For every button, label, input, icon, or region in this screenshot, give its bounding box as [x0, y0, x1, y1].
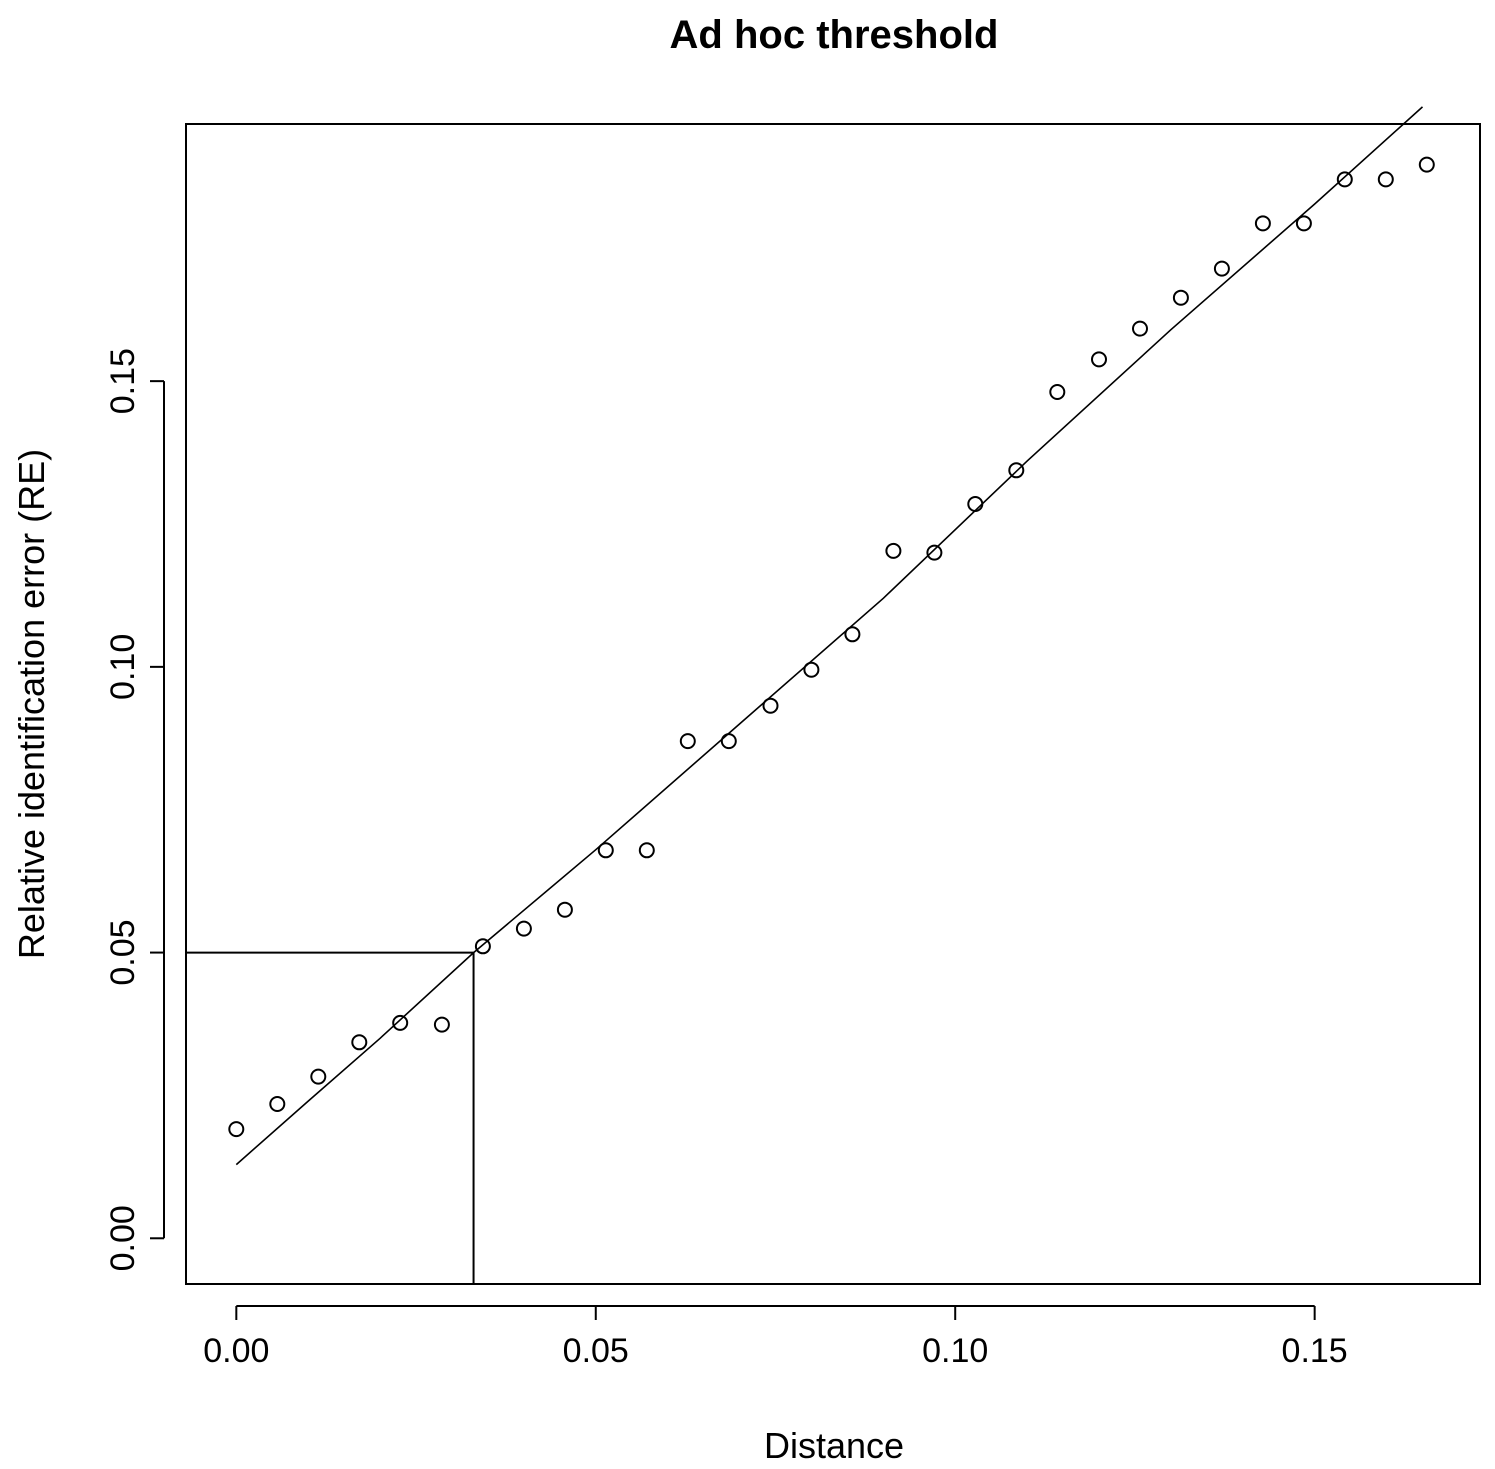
- y-tick-label: 0.10: [104, 634, 142, 700]
- data-point: [926, 544, 943, 561]
- data-point: [1132, 320, 1148, 337]
- data-point: [474, 938, 491, 955]
- y-tick-label: 0.15: [104, 348, 142, 414]
- x-axis: 0.00 0.05 0.10 0.15: [203, 1305, 1348, 1370]
- data-point: [638, 842, 655, 859]
- data-point: [1091, 351, 1107, 368]
- data-points: [228, 156, 1435, 1138]
- y-tick-label: 0.05: [104, 919, 142, 985]
- x-tick-label: 0.15: [1282, 1332, 1348, 1370]
- data-point: [762, 697, 779, 714]
- data-point: [1008, 462, 1025, 479]
- data-point: [310, 1068, 327, 1085]
- data-point: [679, 733, 696, 750]
- data-point: [269, 1096, 286, 1112]
- data-point: [597, 842, 614, 859]
- y-tick-label: 0.00: [104, 1205, 142, 1271]
- data-point: [1049, 384, 1066, 400]
- data-point: [803, 661, 820, 678]
- y-axis-label: Relative identification error (RE): [11, 449, 52, 959]
- fit-line-group: [235, 106, 1424, 1166]
- data-point: [1254, 215, 1271, 232]
- data-point: [433, 1016, 450, 1033]
- data-point: [1172, 289, 1189, 306]
- threshold-lines: [186, 951, 475, 1284]
- data-point: [351, 1034, 368, 1051]
- chart-title: Ad hoc threshold: [670, 13, 999, 57]
- fit-line: [235, 106, 1424, 1166]
- data-point: [1377, 171, 1394, 188]
- data-point: [392, 1014, 409, 1031]
- x-tick-label: 0.00: [203, 1332, 269, 1370]
- data-point: [1213, 260, 1230, 277]
- data-point: [967, 496, 984, 512]
- plot-frame: [185, 123, 1481, 1285]
- x-axis-label: Distance: [764, 1425, 904, 1466]
- data-point: [885, 542, 902, 559]
- data-point: [515, 920, 532, 937]
- y-axis: 0.00 0.05 0.10 0.15: [104, 348, 165, 1271]
- data-point: [720, 733, 737, 750]
- x-tick-label: 0.05: [563, 1332, 629, 1370]
- data-point: [1295, 215, 1312, 232]
- data-point: [1336, 171, 1353, 188]
- data-point: [556, 901, 573, 918]
- data-point: [1418, 156, 1435, 173]
- x-tick-label: 0.10: [922, 1332, 988, 1370]
- data-point: [228, 1121, 245, 1138]
- data-point: [844, 626, 861, 643]
